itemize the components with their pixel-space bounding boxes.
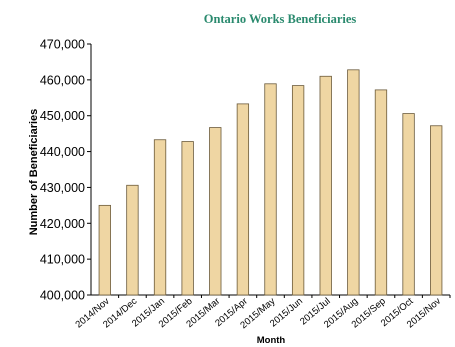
y-axis-title: Number of Beneficiaries xyxy=(28,109,40,236)
y-tick-label: 410,000 xyxy=(40,253,85,267)
y-tick-label: 440,000 xyxy=(40,145,85,159)
chart-title: Ontario Works Beneficiaries xyxy=(204,12,357,26)
y-tick-label: 400,000 xyxy=(40,289,85,303)
bar xyxy=(319,75,332,296)
y-tick-label: 420,000 xyxy=(40,217,85,231)
bar xyxy=(126,184,139,296)
bar xyxy=(181,141,194,296)
x-axis-title: Month xyxy=(257,335,286,346)
bar xyxy=(209,127,222,296)
bar xyxy=(402,113,415,296)
y-tick-label: 430,000 xyxy=(40,181,85,195)
y-tick-label: 450,000 xyxy=(40,109,85,123)
bar xyxy=(264,83,277,296)
plot-area: 400,000 410,000 420,000 430,000 440,000 450,0… xyxy=(40,38,451,331)
bar xyxy=(430,125,443,296)
bar xyxy=(374,89,388,296)
bar xyxy=(98,204,111,296)
bar xyxy=(347,69,360,296)
bar xyxy=(236,103,250,296)
y-tick-label: 460,000 xyxy=(40,73,85,87)
y-tick-label: 470,000 xyxy=(40,38,85,52)
bar xyxy=(291,85,305,296)
bar xyxy=(153,139,167,296)
